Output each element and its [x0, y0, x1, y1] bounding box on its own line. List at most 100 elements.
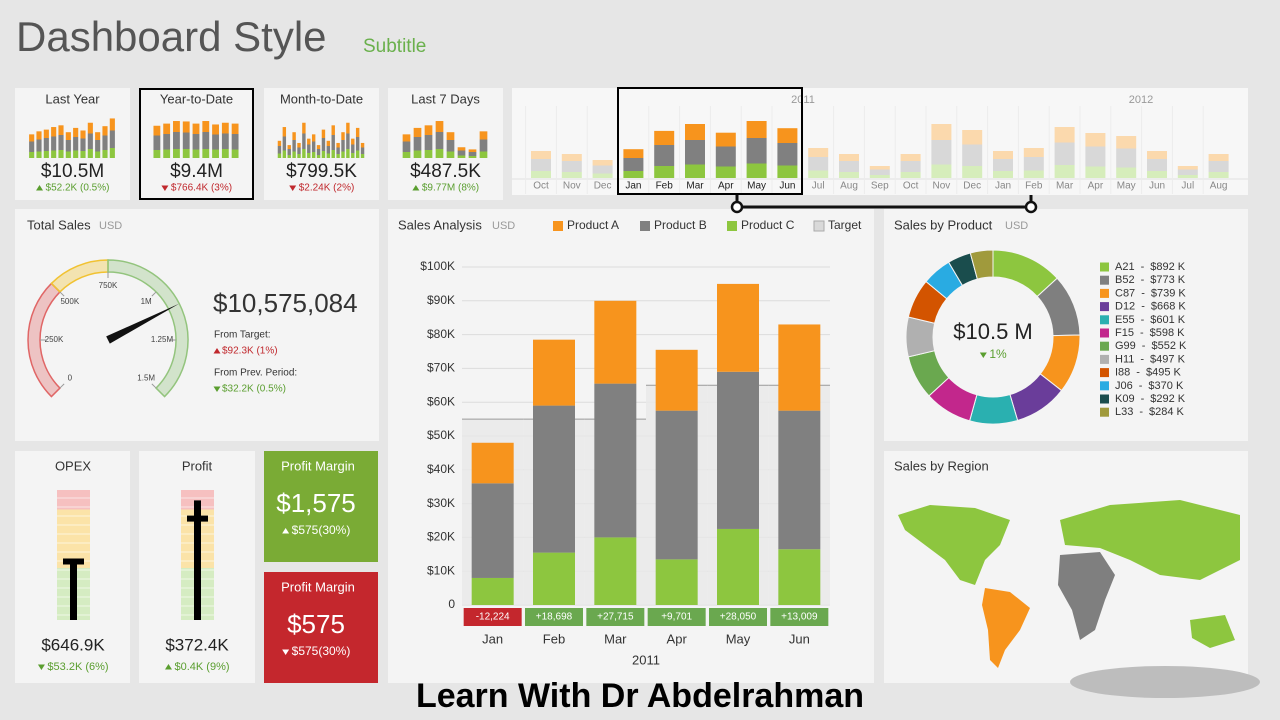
legend-category: K09: [1115, 393, 1135, 405]
y-tick-label: 0: [448, 597, 455, 611]
bar-segment: [717, 371, 759, 529]
trend-arrow: [412, 185, 420, 191]
x-axis-label: 2011: [632, 652, 660, 667]
timeline-label: Dec: [963, 181, 981, 192]
sparkline-bar: [341, 132, 345, 158]
kpi-value: $9.4M: [170, 161, 223, 182]
gauge-tick-label: 250K: [45, 335, 64, 344]
world-map: [898, 500, 1240, 668]
timeline-year: 2012: [1129, 94, 1153, 106]
legend-swatch: [727, 221, 737, 231]
sparkline-bar: [355, 127, 360, 158]
timeline-label: Nov: [563, 181, 581, 192]
bullet-target: [63, 558, 84, 565]
x-tick-label: Jan: [482, 631, 503, 646]
map-australia: [1190, 615, 1235, 648]
delta: $2.24K (2%): [299, 183, 355, 194]
sparkline-bar: [326, 140, 331, 158]
legend-swatch: [1100, 394, 1109, 404]
gauge-tick-label: 1.5M: [137, 373, 155, 382]
sparkline-bar: [231, 123, 239, 158]
y-tick-label: $90K: [427, 293, 455, 307]
sparkline-bar: [468, 149, 477, 158]
delta: $575(30%): [292, 523, 351, 537]
delta: $575(30%): [292, 644, 351, 658]
sparkline-bar: [424, 125, 433, 158]
timeline-label: Jun: [1149, 181, 1165, 192]
variance-box: [709, 608, 767, 626]
timeline-label: Aug: [840, 181, 858, 192]
bar-segment: [778, 549, 821, 605]
timeline-bar: [1208, 154, 1229, 178]
sparkline-bar: [36, 131, 42, 158]
legend-value: $497 K: [1150, 353, 1186, 365]
sparkline-bar: [65, 132, 71, 158]
sparkline-bar: [87, 122, 93, 158]
legend-value: $668 K: [1151, 301, 1187, 313]
timeline-label: Nov: [933, 181, 951, 192]
sparkline-bar: [51, 127, 57, 158]
delta: $766.4K (3%): [171, 183, 232, 194]
legend-value: $495 K: [1146, 367, 1182, 379]
legend-value: $284 K: [1149, 406, 1185, 418]
bullet-bar: [194, 500, 201, 620]
sparkline-bar: [73, 127, 79, 158]
legend-value: $601 K: [1150, 314, 1186, 326]
panel-title: Sales by Product: [894, 217, 993, 232]
timeline-label: Mar: [1056, 181, 1074, 192]
sparkline-bar: [479, 131, 488, 158]
comparison-delta: $32.2K (0.5%): [222, 384, 286, 395]
sparkline-bar: [29, 134, 35, 158]
trend-arrow: [282, 649, 290, 655]
timeline-bar: [623, 149, 644, 178]
bar-segment: [655, 349, 698, 411]
delta: $53.2K (6%): [47, 661, 108, 673]
legend-value: $739 K: [1151, 287, 1187, 299]
sparkline-bar: [153, 125, 161, 158]
gauge-band: [107, 259, 189, 398]
trend-arrow: [289, 185, 297, 191]
legend-label: Product A: [567, 218, 619, 232]
panel-unit: USD: [492, 220, 515, 232]
comparison-delta: $92.3K (1%): [222, 346, 278, 357]
legend-separator: -: [1139, 380, 1143, 392]
legend-category: J06: [1115, 380, 1133, 392]
variance-label: -12,224: [476, 612, 510, 623]
map-eurasia: [1060, 500, 1240, 580]
legend-category: F15: [1115, 327, 1134, 339]
timeline-bar: [715, 132, 736, 178]
legend-label: E55- $601 K: [1115, 314, 1186, 326]
legend-separator: -: [1141, 301, 1145, 313]
timeline-bar: [746, 121, 767, 178]
y-tick-label: $20K: [427, 530, 455, 544]
bar-segment: [471, 442, 514, 484]
gauge-tick-label: 0: [68, 373, 73, 382]
legend-separator: -: [1141, 287, 1145, 299]
bullet-band: [57, 490, 90, 510]
panel-unit: USD: [1005, 220, 1028, 232]
trend-arrow: [36, 185, 44, 191]
timeline-bar: [993, 151, 1013, 178]
bar-segment: [655, 559, 698, 605]
variance-box: [463, 608, 522, 626]
legend-label: Product C: [741, 218, 795, 232]
gauge-tick: [59, 383, 65, 389]
timeline-bar: [1177, 166, 1198, 178]
timeline-label: Sep: [871, 181, 889, 192]
legend-swatch: [1100, 275, 1109, 285]
variance-label: +27,715: [597, 612, 634, 623]
gauge-tick: [59, 291, 65, 297]
legend-category: G99: [1115, 340, 1136, 352]
delta: $9.77M (8%): [422, 183, 479, 194]
legend-swatch: [1100, 407, 1109, 417]
trend-arrow: [213, 348, 221, 354]
bar-segment: [594, 383, 637, 538]
timeline-label: Dec: [594, 181, 612, 192]
timeline-label: Jun: [779, 181, 795, 192]
sparkline-bar: [351, 138, 355, 158]
legend-category: D12: [1115, 301, 1135, 313]
margin-value: $575: [287, 609, 345, 639]
margin-title: Profit Margin: [281, 458, 355, 473]
legend-swatch: [553, 221, 563, 231]
legend-separator: -: [1142, 340, 1146, 352]
